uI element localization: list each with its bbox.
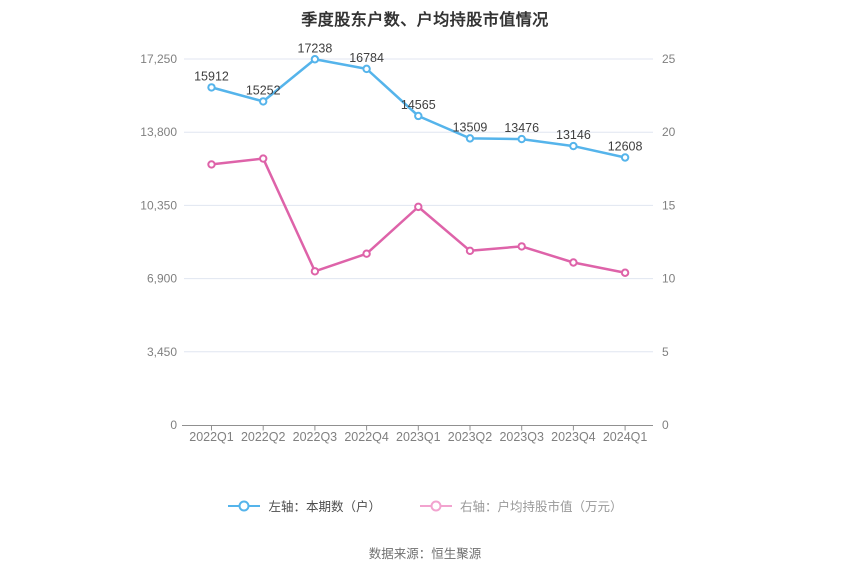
plot-area: 0 3,450 6,900 10,350 13,800 17,250 0 5 10 15 20 25 2… [140,41,676,444]
x-axis-label: 2023Q2 [448,430,493,444]
data-point[interactable] [362,249,371,258]
data-point[interactable] [310,267,320,276]
data-point[interactable] [310,55,320,64]
x-axis-label: 2023Q1 [396,430,441,444]
data-point[interactable] [620,153,630,162]
data-point[interactable] [259,154,268,163]
data-source: 数据来源：恒生聚源 [368,547,482,561]
x-axis-label: 2022Q3 [293,430,338,444]
right-axis-tick-label: 20 [662,125,676,139]
data-point-label: 15252 [246,83,281,97]
legend-item-market-value[interactable]: 右轴：户均持股市值（万元） [419,496,623,515]
data-point[interactable] [465,246,475,255]
data-point-label: 12608 [608,139,643,153]
line-circle-icon [420,500,452,511]
x-axis-label: 2023Q3 [499,430,544,444]
x-axis-label: 2022Q1 [189,430,234,444]
x-axis-label: 2023Q4 [551,430,596,444]
right-axis-tick-label: 0 [662,418,669,432]
left-axis-tick-label: 0 [170,418,177,432]
data-point[interactable] [569,258,578,267]
data-point[interactable] [207,83,216,92]
data-point-label: 16784 [349,51,384,65]
legend-item-shareholder-count[interactable]: 左轴：本期数（户） [227,496,381,515]
legend-label: 右轴：户均持股市值（万元） [460,500,623,514]
left-axis-tick-label: 13,800 [140,125,177,139]
x-axis-label: 2024Q1 [603,430,648,444]
right-axis-tick-label: 5 [662,345,669,359]
data-point-label: 15912 [194,69,229,83]
chart-title: 季度股东户数、户均持股市值情况 [301,12,549,29]
line-circle-icon [228,500,261,511]
left-axis-tick-label: 6,900 [147,272,177,286]
data-point[interactable] [259,97,268,106]
legend: 左轴：本期数（户） 右轴：户均持股市值（万元） [0,496,850,515]
series-line-right [210,157,627,274]
data-point[interactable] [517,242,526,251]
x-axis-label: 2022Q2 [241,430,286,444]
right-axis-tick-label: 15 [662,198,676,212]
data-point-label: 14565 [401,98,436,112]
right-axis-tick-label: 25 [662,52,676,66]
x-axis-label: 2022Q4 [344,430,389,444]
data-point-label: 17238 [298,41,333,55]
right-axis-tick-label: 10 [662,272,676,286]
left-axis-tick-label: 17,250 [140,52,177,66]
data-point[interactable] [207,160,216,169]
data-point[interactable] [517,134,526,144]
left-axis-tick-label: 10,350 [140,198,177,212]
data-point-label: 13509 [453,120,488,134]
data-point[interactable] [465,134,475,143]
data-point-label: 13146 [556,128,591,142]
left-axis-tick-label: 3,450 [147,345,177,359]
legend-label: 左轴：本期数（户） [268,500,381,514]
data-point[interactable] [414,202,423,212]
data-point[interactable] [620,268,630,277]
data-point[interactable] [362,64,371,74]
data-point-label: 13476 [504,121,539,135]
data-point[interactable] [569,141,578,151]
data-point[interactable] [414,111,423,121]
